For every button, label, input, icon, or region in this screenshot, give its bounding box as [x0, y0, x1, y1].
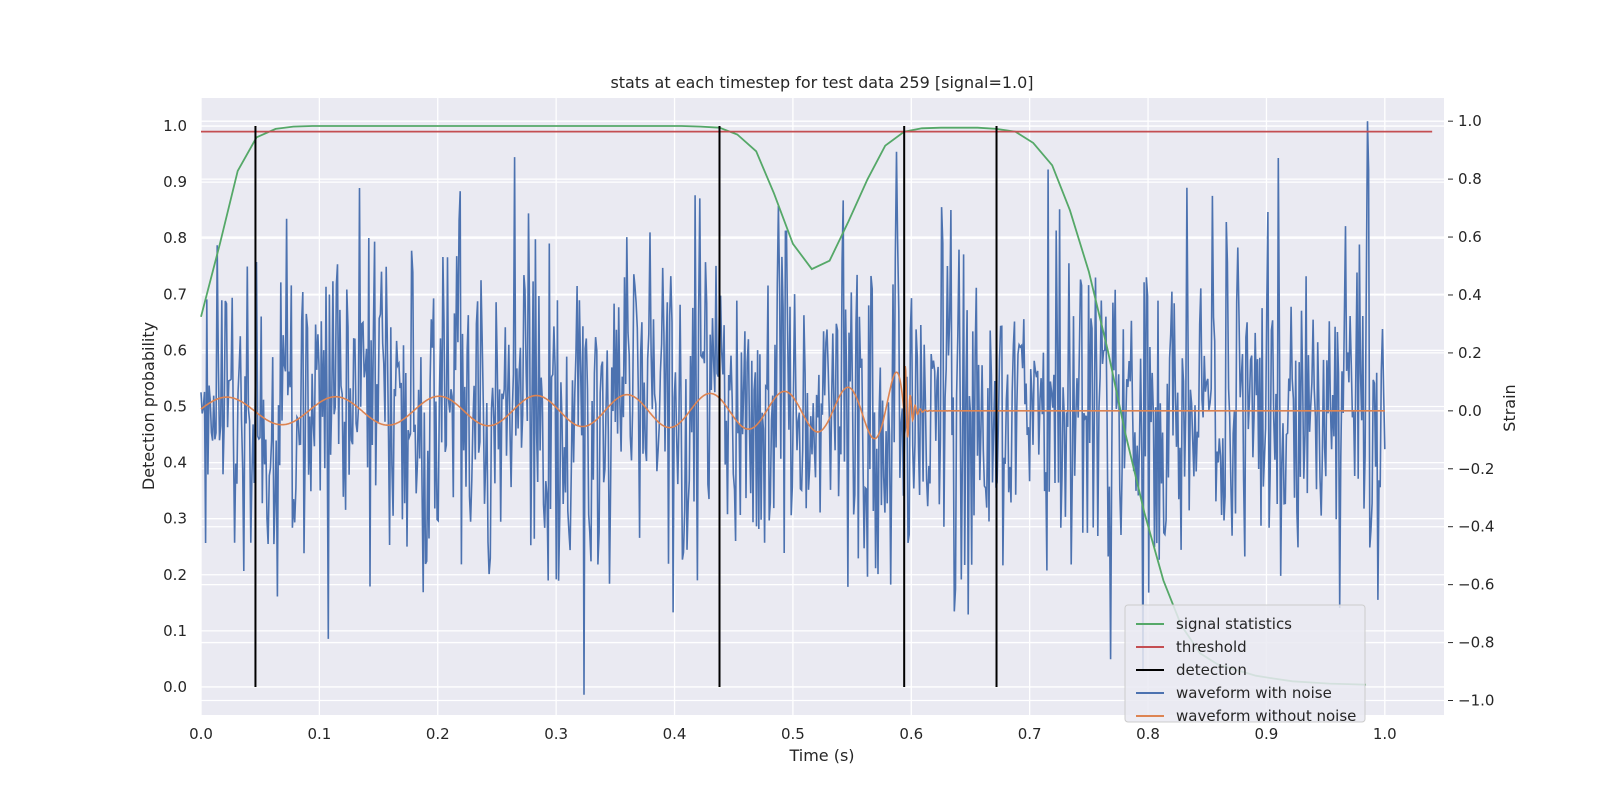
legend: signal statistics threshold detection wavef… [1124, 604, 1366, 725]
y-left-axis-ticks: 0.0 0.1 0.2 0.3 0.4 0.5 0.6 0.7 0.8 0.9 1.0 [163, 117, 187, 696]
legend-label: threshold [1176, 638, 1247, 656]
y-right-tick-label: 1.0 [1458, 112, 1482, 130]
y-right-tick-label: −0.4 [1458, 518, 1494, 536]
y-right-tick-label: −1.0 [1458, 692, 1494, 710]
legend-label: signal statistics [1176, 615, 1292, 633]
x-tick-label: 0.2 [426, 725, 450, 743]
y-right-axis-ticks: −1.0 −0.8 −0.6 −0.4 −0.2 0.0 0.2 0.4 0.6 0.8 1.0 [1448, 112, 1494, 710]
y-left-tick-label: 0.1 [163, 622, 187, 640]
x-tick-label: 0.8 [1136, 725, 1160, 743]
y-left-tick-label: 0.0 [163, 678, 187, 696]
legend-label: waveform with noise [1176, 684, 1332, 702]
x-tick-label: 0.3 [544, 725, 568, 743]
y-right-tick-label: −0.2 [1458, 460, 1494, 478]
y-right-tick-label: 0.4 [1458, 286, 1482, 304]
y-axis-left-label: Detection probability [139, 322, 158, 490]
y-left-tick-label: 0.5 [163, 398, 187, 416]
y-left-tick-label: 0.3 [163, 510, 187, 528]
y-left-tick-label: 0.6 [163, 341, 187, 359]
y-right-tick-label: 0.6 [1458, 228, 1482, 246]
y-left-tick-label: 0.9 [163, 173, 187, 191]
x-tick-label: 0.9 [1254, 725, 1278, 743]
x-axis-label: Time (s) [788, 746, 854, 765]
legend-label: waveform without noise [1176, 707, 1356, 725]
y-left-tick-label: 0.8 [163, 229, 187, 247]
legend-box [1124, 604, 1366, 723]
y-right-tick-label: −0.6 [1458, 576, 1494, 594]
x-tick-label: 0.4 [663, 725, 687, 743]
x-tick-label: 0.6 [899, 725, 923, 743]
y-axis-right-label: Strain [1500, 384, 1519, 431]
y-left-tick-label: 1.0 [163, 117, 187, 135]
y-left-tick-label: 0.7 [163, 285, 187, 303]
x-tick-label: 1.0 [1373, 725, 1397, 743]
x-tick-label: 0.1 [307, 725, 331, 743]
x-tick-label: 0.7 [1018, 725, 1042, 743]
x-axis-ticks: 0.0 0.1 0.2 0.3 0.4 0.5 0.6 0.7 0.8 0.9 1.0 [189, 725, 1397, 743]
x-tick-label: 0.0 [189, 725, 213, 743]
x-tick-label: 0.5 [781, 725, 805, 743]
series-waveform-with-noise [200, 121, 1386, 695]
chart-title: stats at each timestep for test data 259… [610, 73, 1033, 92]
y-left-tick-label: 0.4 [163, 454, 187, 472]
y-right-tick-label: 0.8 [1458, 170, 1482, 188]
legend-label: detection [1176, 661, 1247, 679]
y-right-tick-label: 0.0 [1458, 402, 1482, 420]
y-right-tick-label: −0.8 [1458, 634, 1494, 652]
series-waveform-without-noise [200, 366, 1385, 440]
y-right-tick-label: 0.2 [1458, 344, 1482, 362]
y-left-tick-label: 0.2 [163, 566, 187, 584]
